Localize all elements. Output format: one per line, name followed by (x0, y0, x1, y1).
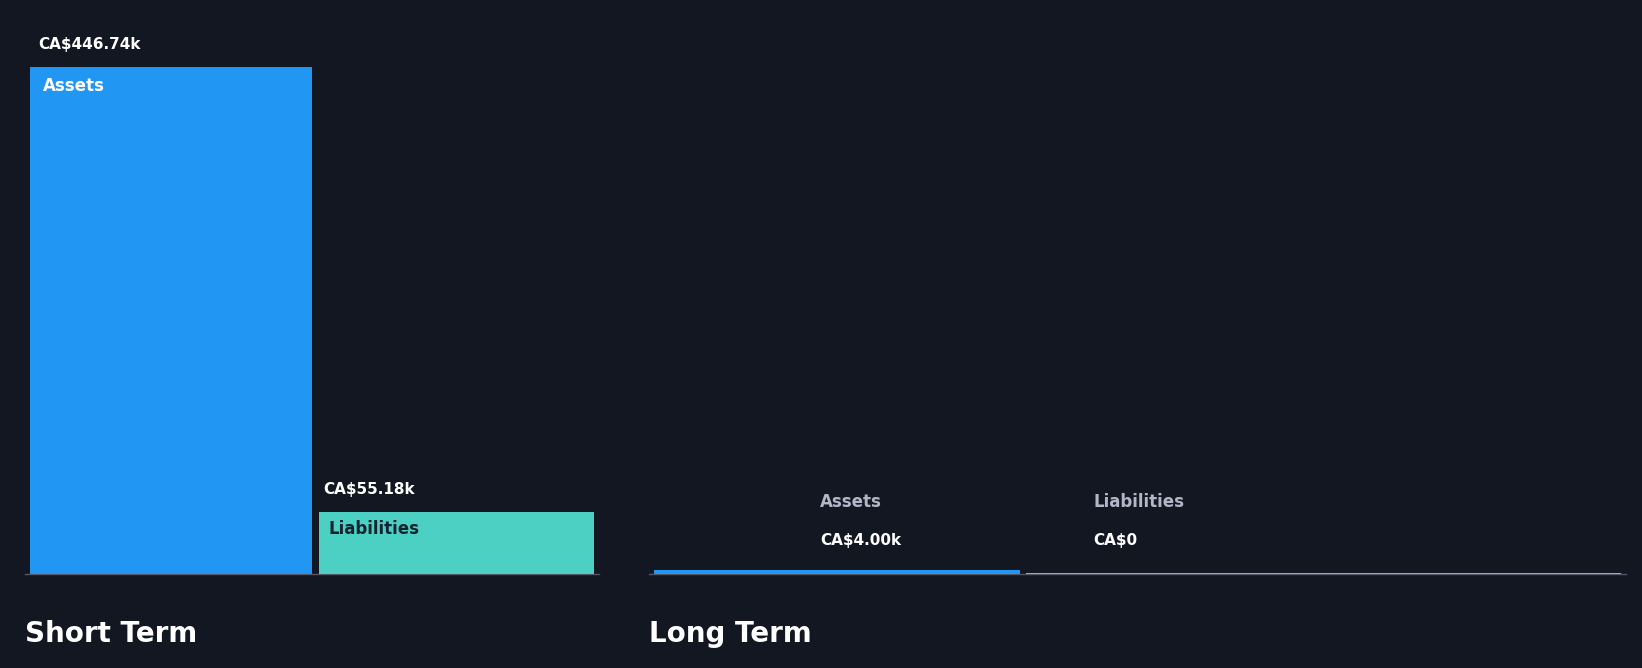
Text: CA$55.18k: CA$55.18k (323, 482, 415, 497)
Text: Short Term: Short Term (25, 620, 197, 648)
Text: CA$0: CA$0 (1094, 533, 1138, 548)
FancyBboxPatch shape (1026, 573, 1621, 574)
FancyBboxPatch shape (654, 570, 1020, 574)
Text: Assets: Assets (821, 493, 882, 511)
Text: Assets: Assets (43, 77, 105, 95)
Text: CA$446.74k: CA$446.74k (38, 37, 140, 52)
FancyBboxPatch shape (319, 512, 594, 574)
Text: Long Term: Long Term (649, 620, 811, 648)
Text: CA$4.00k: CA$4.00k (821, 533, 901, 548)
FancyBboxPatch shape (30, 67, 312, 574)
Text: Liabilities: Liabilities (328, 520, 419, 538)
Text: Liabilities: Liabilities (1094, 493, 1184, 511)
